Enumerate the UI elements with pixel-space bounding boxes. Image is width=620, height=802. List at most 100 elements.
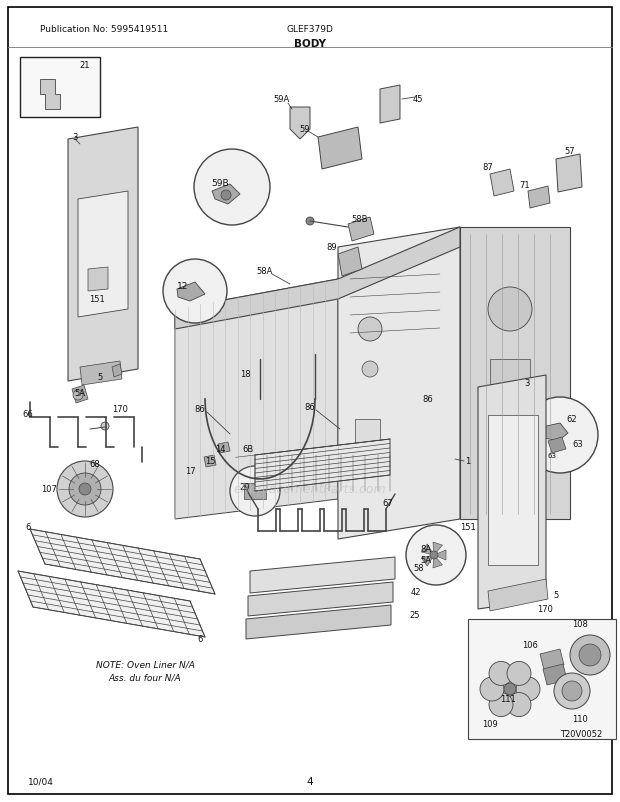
Circle shape: [73, 391, 83, 400]
Text: 63: 63: [573, 440, 583, 449]
Text: 59B: 59B: [211, 178, 229, 187]
Circle shape: [194, 150, 270, 225]
Circle shape: [221, 191, 231, 200]
Polygon shape: [18, 571, 205, 638]
Text: 29: 29: [240, 483, 250, 492]
Text: eReplacementParts.com: eReplacementParts.com: [234, 483, 386, 496]
Polygon shape: [177, 282, 205, 302]
Polygon shape: [80, 362, 122, 386]
Text: 5: 5: [97, 373, 103, 382]
Bar: [488, 415, 538, 565]
Circle shape: [504, 683, 516, 695]
Circle shape: [570, 635, 610, 675]
Text: 3: 3: [72, 132, 78, 141]
Polygon shape: [212, 184, 240, 205]
Polygon shape: [434, 550, 446, 561]
Polygon shape: [250, 557, 395, 593]
Polygon shape: [88, 268, 108, 292]
Circle shape: [579, 644, 601, 666]
Circle shape: [554, 673, 590, 709]
Text: 1: 1: [466, 457, 471, 466]
Circle shape: [516, 677, 540, 701]
Text: 170: 170: [537, 605, 553, 614]
Circle shape: [362, 362, 378, 378]
Polygon shape: [422, 555, 434, 566]
Circle shape: [488, 288, 532, 331]
Text: 12: 12: [177, 282, 188, 291]
Text: 58: 58: [413, 564, 423, 573]
Text: 110: 110: [572, 715, 588, 723]
Text: 58B: 58B: [352, 215, 368, 225]
Circle shape: [507, 693, 531, 717]
Polygon shape: [175, 228, 460, 330]
Polygon shape: [290, 107, 310, 140]
Text: 5: 5: [554, 591, 559, 600]
Polygon shape: [488, 579, 548, 611]
Polygon shape: [348, 217, 374, 241]
Circle shape: [79, 484, 91, 496]
Text: 4: 4: [307, 776, 313, 786]
Circle shape: [522, 398, 598, 473]
Polygon shape: [248, 582, 393, 616]
Circle shape: [507, 662, 531, 686]
Circle shape: [480, 677, 504, 701]
Text: 87: 87: [482, 164, 494, 172]
Polygon shape: [30, 529, 215, 594]
Text: T20V0052: T20V0052: [560, 730, 602, 739]
Circle shape: [430, 551, 438, 559]
Text: 106: 106: [522, 641, 538, 650]
Text: 42: 42: [411, 588, 422, 597]
Bar: [468, 619, 616, 739]
Text: NOTE: Oven Liner N/A: NOTE: Oven Liner N/A: [95, 660, 195, 669]
Text: 3: 3: [525, 379, 529, 388]
Text: 66: 66: [22, 410, 33, 419]
Polygon shape: [255, 439, 390, 492]
Polygon shape: [78, 192, 128, 318]
Circle shape: [57, 461, 113, 517]
Text: 57: 57: [565, 148, 575, 156]
Polygon shape: [338, 248, 362, 277]
Text: 17: 17: [185, 467, 195, 476]
Polygon shape: [490, 170, 514, 196]
Text: 45: 45: [413, 95, 423, 104]
Text: 68: 68: [90, 460, 100, 469]
Polygon shape: [433, 555, 443, 569]
Bar: [490, 359, 530, 410]
Text: 86: 86: [195, 405, 205, 414]
Polygon shape: [246, 606, 391, 639]
Polygon shape: [540, 649, 564, 670]
Text: 111: 111: [500, 695, 516, 703]
Text: 25: 25: [409, 611, 420, 620]
Polygon shape: [338, 228, 460, 539]
Circle shape: [230, 467, 280, 516]
Text: 71: 71: [520, 180, 530, 189]
Polygon shape: [460, 228, 570, 520]
Polygon shape: [478, 375, 546, 610]
Text: 15: 15: [205, 457, 215, 466]
Text: 108: 108: [572, 620, 588, 629]
Polygon shape: [318, 128, 362, 170]
Text: 59: 59: [299, 125, 310, 134]
Circle shape: [101, 423, 109, 431]
Text: 14: 14: [215, 445, 225, 454]
Text: 58A: 58A: [257, 267, 273, 276]
Circle shape: [406, 525, 466, 585]
Bar: [355, 419, 380, 455]
Text: 89: 89: [327, 243, 337, 252]
Text: 6: 6: [25, 523, 30, 532]
Polygon shape: [72, 386, 88, 403]
Circle shape: [358, 318, 382, 342]
Text: 6B: 6B: [242, 445, 254, 454]
Text: 62: 62: [567, 415, 577, 424]
Text: 10/04: 10/04: [28, 776, 54, 785]
Text: Ass. du four N/A: Ass. du four N/A: [108, 673, 181, 682]
Text: 8A: 8A: [420, 545, 432, 554]
Text: 6: 6: [197, 634, 203, 644]
Text: 63: 63: [547, 452, 557, 459]
Circle shape: [163, 260, 227, 323]
Polygon shape: [433, 542, 443, 555]
Text: 59A: 59A: [274, 95, 290, 104]
Polygon shape: [540, 423, 568, 441]
Text: 18: 18: [240, 370, 250, 379]
Polygon shape: [556, 155, 582, 192]
